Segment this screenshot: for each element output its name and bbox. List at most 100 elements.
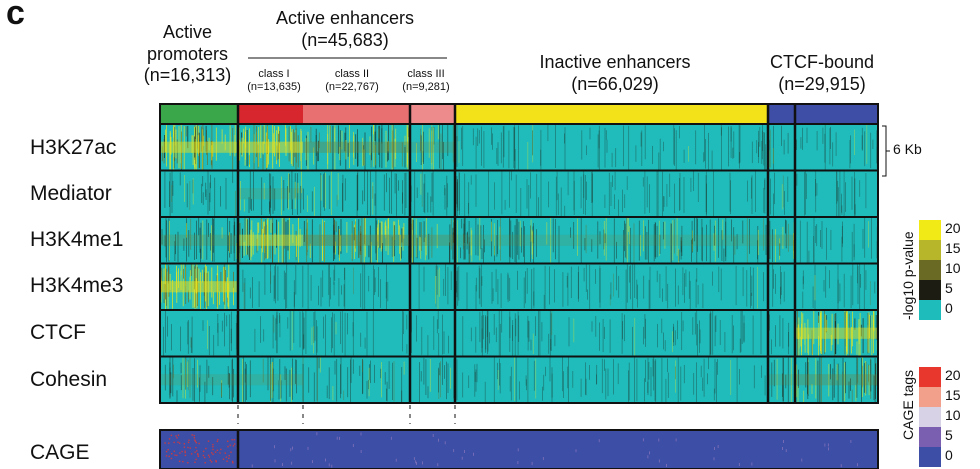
signal-streak (420, 134, 422, 153)
cage-signal (183, 443, 185, 445)
signal-streak (604, 233, 606, 244)
signal-streak (435, 263, 437, 276)
signal-streak (363, 217, 365, 264)
cage-signal (219, 452, 221, 454)
signal-streak (782, 175, 784, 208)
signal-streak (483, 224, 484, 264)
signal-streak (274, 126, 275, 157)
signal-streak (613, 359, 614, 395)
signal-streak (837, 180, 839, 202)
signal-streak (596, 364, 598, 384)
signal-streak (381, 362, 382, 398)
signal-streak (538, 310, 539, 357)
signal-streak (763, 272, 764, 302)
signal-streak (683, 149, 685, 163)
signal-streak (814, 264, 816, 310)
signal-streak (354, 224, 355, 259)
signal-streak (699, 329, 701, 344)
signal-streak (843, 273, 845, 308)
signal-streak (659, 273, 661, 298)
signal-streak (180, 326, 181, 352)
signal-streak (770, 178, 771, 215)
signal-streak (585, 224, 587, 254)
pvalue-legend-swatch (919, 220, 941, 240)
signal-streak (187, 320, 189, 354)
signal-streak (306, 218, 308, 256)
signal-streak (416, 315, 417, 342)
signal-streak (729, 172, 731, 212)
signal-streak (327, 124, 329, 170)
signal-streak (285, 272, 286, 309)
signal-streak (210, 141, 212, 165)
signal-streak (865, 173, 867, 209)
signal-streak (401, 390, 403, 403)
signal-streak (564, 133, 565, 144)
signal-streak (846, 310, 848, 357)
signal-streak (675, 366, 676, 380)
signal-streak (492, 133, 493, 150)
signal-streak (664, 340, 666, 352)
signal-streak (614, 171, 616, 191)
signal-streak (709, 219, 711, 263)
signal-streak (353, 267, 354, 295)
signal-streak (333, 224, 335, 253)
cage-signal (187, 462, 189, 464)
signal-streak (192, 368, 194, 401)
signal-streak (486, 310, 488, 337)
signal-streak (283, 270, 285, 300)
signal-streak (864, 218, 866, 258)
signal-streak (663, 332, 664, 350)
cage-signal (714, 447, 715, 450)
signal-streak (481, 276, 483, 286)
signal-streak (302, 312, 304, 349)
cage-signal (598, 439, 600, 443)
signal-streak (665, 378, 667, 403)
signal-streak (602, 319, 604, 353)
signal-streak (364, 337, 366, 349)
signal-streak (862, 318, 864, 354)
signal-streak (532, 130, 533, 156)
signal-streak (330, 125, 331, 153)
signal-streak (580, 218, 582, 263)
signal-streak (362, 359, 363, 372)
signal-streak (661, 358, 663, 402)
signal-streak (756, 140, 758, 154)
signal-streak (300, 185, 302, 214)
signal-streak (252, 277, 253, 308)
signal-streak (585, 175, 586, 215)
signal-streak (242, 356, 244, 402)
signal-streak (599, 322, 600, 351)
signal-streak (180, 263, 182, 276)
cage-signal (336, 436, 338, 440)
signal-streak (709, 310, 711, 355)
signal-streak (190, 263, 192, 276)
signal-streak (452, 124, 454, 163)
signal-streak (194, 266, 195, 290)
signal-streak (329, 125, 331, 153)
signal-streak (568, 317, 570, 347)
signal-streak (187, 125, 189, 149)
signal-streak (183, 268, 184, 279)
signal-streak (520, 188, 522, 216)
signal-streak (617, 363, 619, 385)
signal-streak (797, 324, 799, 340)
signal-streak (440, 133, 442, 170)
signal-streak (402, 310, 403, 352)
signal-streak (851, 327, 852, 354)
signal-streak (266, 124, 268, 154)
signal-streak (277, 266, 279, 301)
signal-streak (518, 315, 520, 342)
signal-streak (391, 124, 393, 171)
cage-signal (216, 449, 219, 451)
signal-streak (479, 217, 481, 261)
signal-streak (440, 361, 441, 398)
signal-streak (212, 218, 214, 253)
signal-streak (659, 234, 661, 254)
signal-streak (413, 219, 414, 263)
signal-streak (461, 218, 463, 229)
signal-streak (556, 171, 558, 201)
signal-streak (587, 289, 588, 300)
signal-streak (775, 229, 776, 262)
signal-streak (874, 281, 876, 294)
signal-streak (439, 362, 441, 376)
